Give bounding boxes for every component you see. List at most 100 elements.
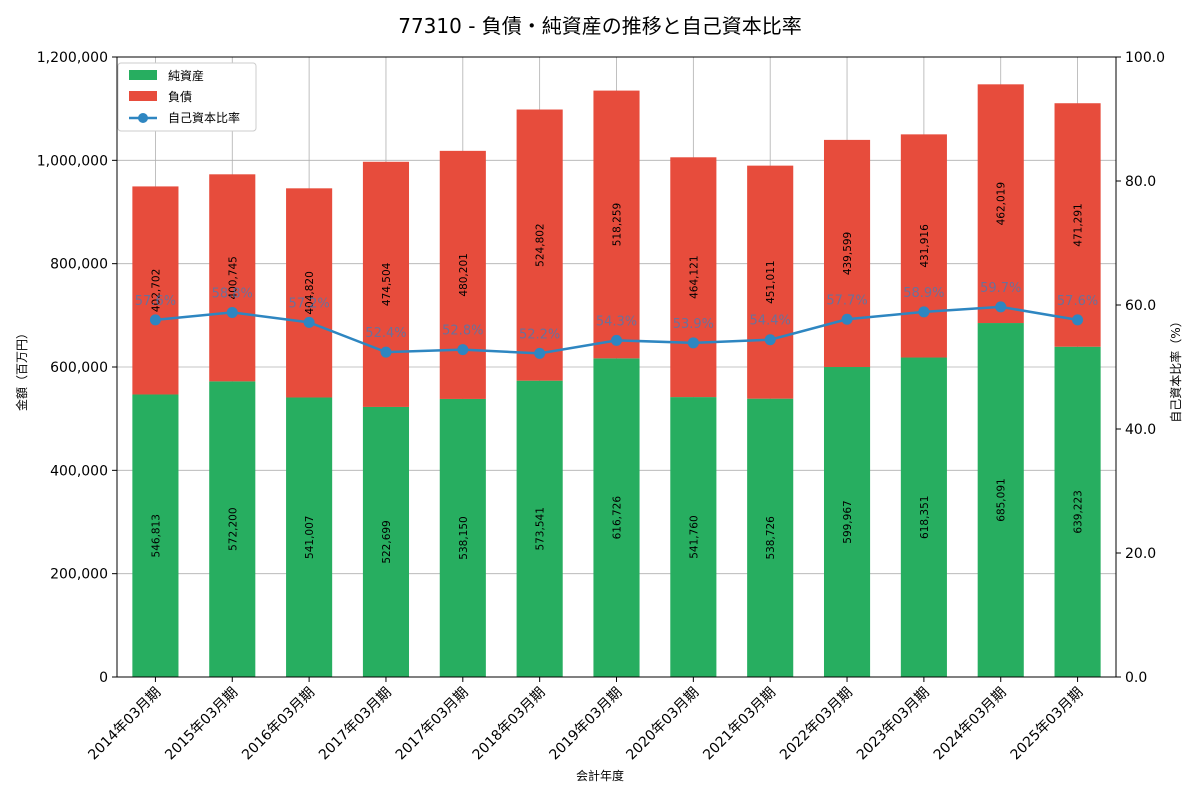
bar-label-equity: 639,223 [1073, 490, 1085, 533]
y-tick-label: 600,000 [50, 360, 108, 376]
x-axis-label: 会計年度 [576, 768, 624, 783]
y-tick-label: 200,000 [50, 567, 108, 583]
ratio-label: 52.4% [365, 326, 406, 341]
x-tick-label: 2024年03月期 [931, 685, 1010, 764]
ratio-label: 54.4% [750, 314, 791, 329]
ratio-point [226, 306, 238, 318]
bar-label-liabilities: 474,504 [381, 262, 393, 306]
ratio-label: 59.7% [980, 281, 1021, 296]
y-tick-label: 800,000 [50, 257, 108, 273]
bar-label-liabilities: 404,820 [304, 271, 316, 314]
ratio-label: 54.3% [596, 314, 637, 329]
plot-frame [116, 56, 1117, 678]
ratio-point [918, 306, 930, 318]
bar-label-liabilities: 480,201 [458, 253, 470, 296]
bar-liabilities [747, 165, 794, 399]
ratio-label: 57.2% [288, 296, 329, 311]
x-tick-label: 2016年03月期 [239, 685, 318, 764]
bar-label-equity: 685,091 [996, 478, 1008, 521]
y-tick-label: 1,000,000 [37, 153, 108, 169]
bar-equity [286, 397, 333, 677]
bar-label-liabilities: 462,019 [996, 182, 1008, 225]
legend-swatch-equity [129, 70, 157, 80]
bar-label-liabilities: 464,121 [688, 255, 700, 298]
bar-label-liabilities: 518,259 [612, 203, 624, 246]
bar-label-liabilities: 524,802 [535, 223, 547, 266]
y-tick-label: 0 [99, 670, 108, 686]
ratio-point [534, 347, 546, 359]
y-tick-label: 400,000 [50, 463, 108, 479]
y2-axis-label: 自己資本比率（%） [1168, 315, 1183, 422]
chart-title: 77310 - 負債・純資産の推移と自己資本比率 [398, 14, 802, 38]
ratio-label: 52.8% [442, 324, 483, 339]
bar-equity [362, 406, 410, 677]
bar-liabilities [209, 174, 256, 382]
bar-label-equity: 618,351 [919, 496, 931, 539]
bar-label-equity: 546,813 [150, 514, 162, 557]
bar-liabilities [900, 134, 947, 358]
legend: 純資産 負債 自己資本比率 [117, 62, 257, 132]
x-tick-label: 2022年03月期 [777, 685, 856, 764]
x-tick-label: 2015年03月期 [162, 685, 241, 764]
bar-label-equity: 522,699 [381, 520, 393, 563]
bar-equity [747, 398, 794, 677]
bar-equity [132, 394, 179, 677]
x-tick-label: 2023年03月期 [854, 685, 933, 764]
bar-equity [1054, 346, 1101, 677]
legend-label-ratio: 自己資本比率 [168, 110, 240, 125]
x-tick-label: 2021年03月期 [700, 685, 779, 764]
ratio-point [995, 301, 1007, 313]
legend-marker-ratio [138, 113, 148, 123]
y-tick-label: 1,200,000 [37, 50, 108, 66]
ratio-point [687, 337, 699, 349]
ratio-point [841, 313, 853, 325]
ratio-point [457, 344, 469, 356]
bar-label-liabilities: 402,702 [150, 269, 162, 312]
y2-tick-label: 0.0 [1125, 670, 1147, 686]
bar-liabilities [670, 157, 717, 398]
y-axis-label: 金額（百万円） [14, 327, 29, 411]
bar-label-equity: 541,007 [304, 516, 316, 559]
y2-tick-label: 20.0 [1125, 546, 1156, 562]
legend-swatch-liabilities [129, 91, 157, 101]
bar-liabilities [1054, 103, 1101, 347]
bar-equity [209, 381, 256, 677]
legend-label-liabilities: 負債 [168, 89, 192, 104]
bar-label-equity: 599,967 [842, 500, 854, 543]
x-tick-label: 2017年03月期 [316, 685, 395, 764]
ratio-point [764, 334, 776, 346]
bar-label-equity: 573,541 [535, 507, 547, 550]
bar-liabilities [286, 188, 333, 398]
bar-label-liabilities: 431,916 [919, 224, 931, 268]
bar-liabilities [439, 150, 486, 399]
bar-label-liabilities: 439,599 [842, 232, 854, 275]
ratio-label: 58.8% [212, 286, 253, 301]
ratio-point [611, 334, 622, 346]
bar-label-equity: 616,726 [612, 496, 624, 540]
bar-liabilities [516, 109, 563, 381]
y2-tick-label: 60.0 [1125, 298, 1156, 314]
ratio-label: 52.2% [519, 327, 560, 342]
x-tick-label: 2018年03月期 [470, 685, 549, 764]
ratio-label: 57.7% [826, 293, 867, 308]
bar-labels: 546,813 402,702 572,200 400,745 541,007 404,8… [150, 182, 1084, 564]
ratio-point [380, 346, 392, 358]
y2-tick-label: 100.0 [1125, 50, 1165, 66]
x-tick-label: 2025年03月期 [1008, 685, 1087, 764]
bar-label-liabilities: 451,011 [765, 260, 777, 303]
bar-equity [439, 398, 486, 677]
bars [132, 84, 1101, 677]
y2-tick-label: 40.0 [1125, 422, 1156, 438]
bar-label-liabilities: 400,745 [227, 256, 239, 299]
bar-equity [900, 357, 947, 677]
bar-equity [670, 397, 717, 677]
ratio-point [149, 314, 161, 326]
ratio-label: 53.9% [673, 317, 714, 332]
x-tick-label: 2014年03月期 [85, 685, 164, 764]
bar-liabilities [132, 186, 179, 395]
bar-liabilities [362, 161, 410, 407]
bar-equity [823, 367, 871, 677]
bar-liabilities [977, 84, 1024, 324]
x-tick-label: 2019年03月期 [547, 685, 626, 764]
